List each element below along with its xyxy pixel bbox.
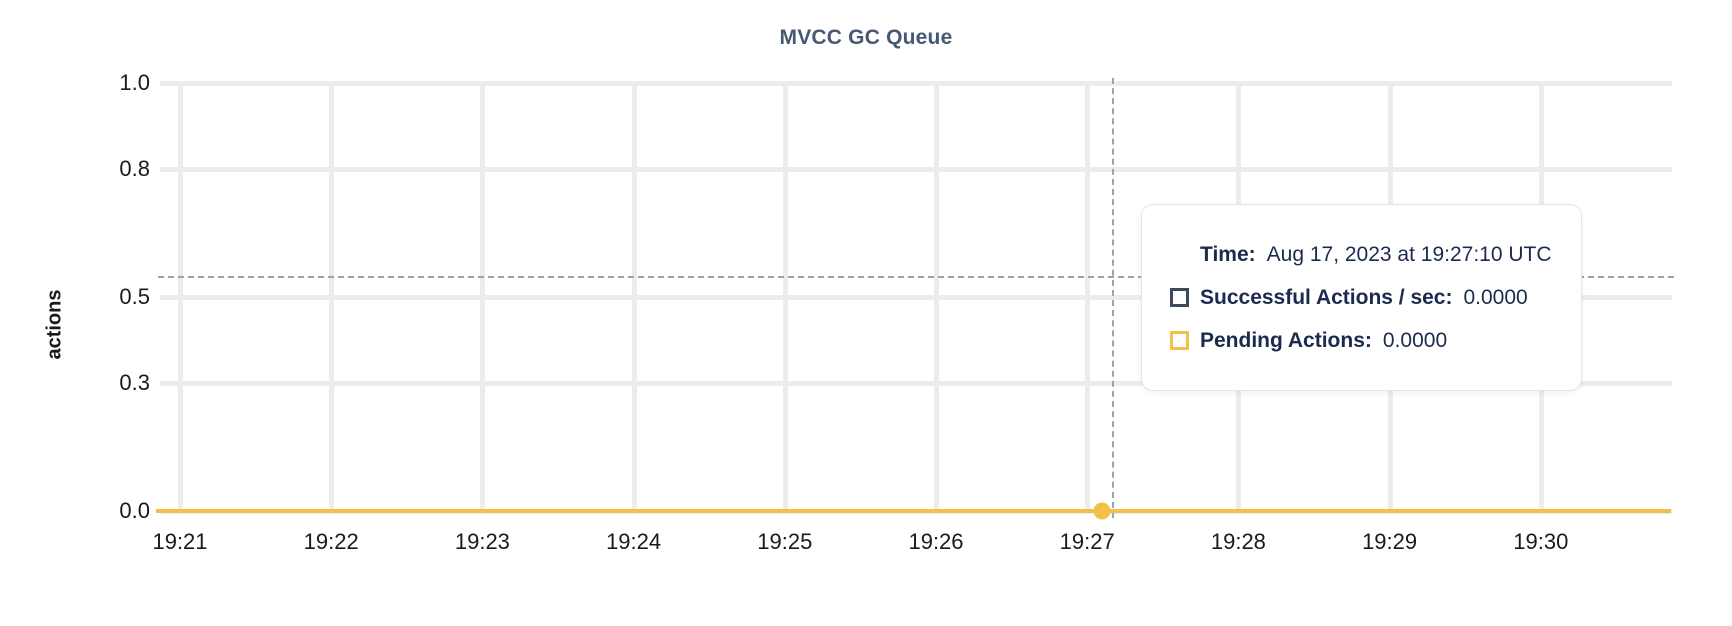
x-axis-tick-label: 19:30 <box>1513 529 1569 554</box>
gridline-vertical <box>1085 83 1091 511</box>
gridline-horizontal <box>160 380 1672 386</box>
tooltip-series-row-pending-actions: Pending Actions: 0.0000 <box>1142 319 1581 362</box>
y-axis-tick-label: 0.5 <box>119 284 150 309</box>
gridline-horizontal <box>160 295 1672 300</box>
pending-actions-swatch-icon <box>1170 331 1189 350</box>
gridline-horizontal <box>160 166 1672 172</box>
tooltip-time-label: Time: <box>1200 242 1256 266</box>
tooltip-series-label: Pending Actions: <box>1200 328 1372 352</box>
tooltip-series-row-successful-actions: Successful Actions / sec: 0.0000 <box>1142 276 1581 319</box>
crosshair-vertical-line <box>1112 78 1115 518</box>
gridline-vertical <box>178 83 183 511</box>
gridline-vertical <box>782 83 788 511</box>
y-axis-tick-label: 0.3 <box>119 369 150 395</box>
tooltip-time-value: Aug 17, 2023 at 19:27:10 UTC <box>1266 242 1552 266</box>
y-axis-tick-label: 1.0 <box>119 70 150 95</box>
crosshair-horizontal-line <box>158 275 1674 278</box>
x-axis-tick-label: 19:22 <box>303 529 359 554</box>
chart-title: MVCC GC Queue <box>779 26 953 49</box>
tooltip-series-label: Successful Actions / sec: <box>1200 285 1453 309</box>
series-line <box>156 509 1671 513</box>
successful-actions-swatch-icon <box>1170 288 1189 307</box>
tooltip-time-row: Time: Aug 17, 2023 at 19:27:10 UTC <box>1142 233 1581 276</box>
x-axis-tick-label: 19:23 <box>454 529 510 554</box>
hover-tooltip: Time: Aug 17, 2023 at 19:27:10 UTC Succe… <box>1141 204 1582 391</box>
x-axis-tick-label: 19:26 <box>908 529 964 554</box>
y-axis-tick-label: 0.0 <box>119 498 150 523</box>
gridline-vertical <box>934 83 939 511</box>
x-axis-tick-label: 19:29 <box>1362 529 1418 554</box>
x-axis-tick-label: 19:25 <box>757 529 813 554</box>
gridline-vertical <box>329 83 335 511</box>
y-axis-tick-label: 0.8 <box>119 155 150 181</box>
gridline-vertical <box>631 83 637 511</box>
tooltip-series-value: 0.0000 <box>1382 328 1448 352</box>
x-axis-tick-label: 19:21 <box>152 529 208 554</box>
tooltip-series-value: 0.0000 <box>1463 285 1528 309</box>
x-axis-tick-label: 19:24 <box>606 529 662 554</box>
gridline-horizontal <box>160 81 1672 86</box>
x-axis-tick-label: 19:28 <box>1210 529 1266 554</box>
gridline-vertical <box>480 83 486 511</box>
x-axis-tick-label: 19:27 <box>1059 529 1115 554</box>
